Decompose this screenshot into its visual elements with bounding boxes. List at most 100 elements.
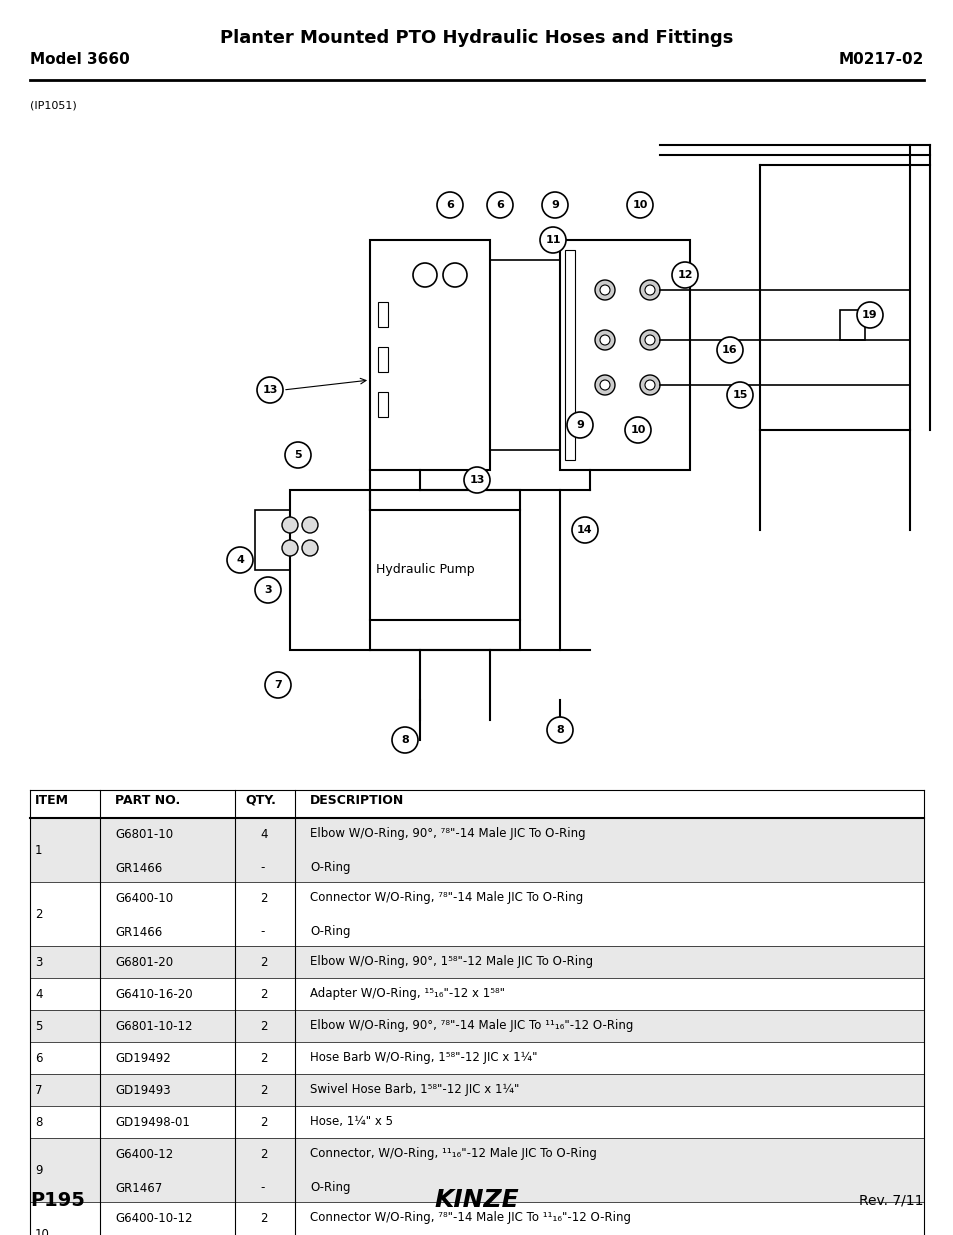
Circle shape — [486, 191, 513, 219]
Bar — [377, 391, 388, 417]
Text: Swivel Hose Barb, 1⁵⁸"-12 JIC x 1¼": Swivel Hose Barb, 1⁵⁸"-12 JIC x 1¼" — [310, 1083, 518, 1097]
Circle shape — [282, 517, 297, 534]
Text: -: - — [260, 862, 264, 874]
Text: G6400-10: G6400-10 — [115, 892, 172, 904]
Text: 2: 2 — [260, 1020, 267, 1032]
Bar — [370, 240, 490, 471]
Circle shape — [639, 375, 659, 395]
Circle shape — [254, 577, 281, 603]
Circle shape — [595, 280, 615, 300]
Circle shape — [599, 285, 609, 295]
Bar — [254, 510, 290, 571]
Circle shape — [302, 540, 317, 556]
Circle shape — [624, 417, 650, 443]
Text: 12: 12 — [677, 270, 692, 280]
Text: KINZE: KINZE — [435, 1188, 518, 1212]
Circle shape — [726, 382, 752, 408]
Text: Hose, 1¼" x 5: Hose, 1¼" x 5 — [310, 1115, 393, 1129]
Circle shape — [285, 442, 311, 468]
Text: G6400-12: G6400-12 — [115, 1147, 173, 1161]
Text: GD19492: GD19492 — [115, 1051, 171, 1065]
Bar — [840, 310, 864, 340]
Text: 2: 2 — [260, 1147, 267, 1161]
Circle shape — [265, 672, 291, 698]
Circle shape — [595, 375, 615, 395]
Text: 4: 4 — [35, 988, 43, 1000]
Text: O-Ring: O-Ring — [310, 862, 350, 874]
Text: Connector, W/O-Ring, ¹¹₁₆"-12 Male JIC To O-Ring: Connector, W/O-Ring, ¹¹₁₆"-12 Male JIC T… — [310, 1147, 597, 1161]
Text: 19: 19 — [862, 310, 877, 320]
Text: 6: 6 — [35, 1051, 43, 1065]
Text: 2: 2 — [260, 988, 267, 1000]
Circle shape — [572, 517, 598, 543]
Text: ITEM: ITEM — [35, 794, 69, 806]
Text: 1: 1 — [35, 844, 43, 857]
Circle shape — [717, 337, 742, 363]
Bar — [564, 249, 575, 459]
Circle shape — [302, 517, 317, 534]
Circle shape — [639, 330, 659, 350]
Text: GR1466: GR1466 — [115, 862, 162, 874]
Text: 4: 4 — [235, 555, 244, 564]
Circle shape — [639, 280, 659, 300]
Circle shape — [599, 380, 609, 390]
Text: 6: 6 — [446, 200, 454, 210]
Circle shape — [256, 377, 283, 403]
Text: O-Ring: O-Ring — [310, 1182, 350, 1194]
Text: 4: 4 — [260, 827, 267, 841]
Text: Planter Mounted PTO Hydraulic Hoses and Fittings: Planter Mounted PTO Hydraulic Hoses and … — [220, 28, 733, 47]
Bar — [30, 818, 923, 882]
Bar — [30, 946, 923, 978]
Text: 8: 8 — [556, 725, 563, 735]
Text: (IP1051): (IP1051) — [30, 100, 76, 110]
Text: GR1466: GR1466 — [115, 925, 162, 939]
Circle shape — [539, 227, 565, 253]
Circle shape — [436, 191, 462, 219]
Text: -: - — [260, 1182, 264, 1194]
Text: 2: 2 — [260, 892, 267, 904]
Text: 8: 8 — [400, 735, 409, 745]
Circle shape — [626, 191, 652, 219]
Bar — [30, 1137, 923, 1202]
Text: G6801-10: G6801-10 — [115, 827, 172, 841]
Text: GD19493: GD19493 — [115, 1083, 171, 1097]
Text: Elbow W/O-Ring, 90°, ⁷⁸"-14 Male JIC To ¹¹₁₆"-12 O-Ring: Elbow W/O-Ring, 90°, ⁷⁸"-14 Male JIC To … — [310, 1020, 633, 1032]
Text: 2: 2 — [35, 908, 43, 920]
Circle shape — [599, 335, 609, 345]
Text: 6: 6 — [496, 200, 503, 210]
Text: G6410-16-20: G6410-16-20 — [115, 988, 193, 1000]
Text: 2: 2 — [260, 1083, 267, 1097]
Bar — [377, 303, 388, 327]
Text: Connector W/O-Ring, ⁷⁸"-14 Male JIC To O-Ring: Connector W/O-Ring, ⁷⁸"-14 Male JIC To O… — [310, 892, 582, 904]
Circle shape — [227, 547, 253, 573]
Text: Elbow W/O-Ring, 90°, 1⁵⁸"-12 Male JIC To O-Ring: Elbow W/O-Ring, 90°, 1⁵⁸"-12 Male JIC To… — [310, 956, 593, 968]
Text: 9: 9 — [576, 420, 583, 430]
Bar — [30, 1010, 923, 1042]
Text: PART NO.: PART NO. — [115, 794, 180, 806]
Text: Connector W/O-Ring, ⁷⁸"-14 Male JIC To ¹¹₁₆"-12 O-Ring: Connector W/O-Ring, ⁷⁸"-14 Male JIC To ¹… — [310, 1212, 630, 1224]
Text: 7: 7 — [274, 680, 281, 690]
Text: M0217-02: M0217-02 — [838, 53, 923, 68]
Text: Hydraulic Pump: Hydraulic Pump — [375, 563, 474, 577]
Bar — [290, 490, 519, 650]
Circle shape — [282, 540, 297, 556]
Text: 2: 2 — [260, 1051, 267, 1065]
Bar — [377, 347, 388, 372]
Text: 10: 10 — [632, 200, 647, 210]
Text: 11: 11 — [545, 235, 560, 245]
Text: 3: 3 — [35, 956, 42, 968]
Text: -: - — [260, 925, 264, 939]
Text: 2: 2 — [260, 1212, 267, 1224]
Text: 10: 10 — [35, 1228, 50, 1235]
Circle shape — [644, 335, 655, 345]
Text: 5: 5 — [35, 1020, 42, 1032]
Circle shape — [644, 380, 655, 390]
Text: GR1467: GR1467 — [115, 1182, 162, 1194]
Circle shape — [856, 303, 882, 329]
Text: GD19498-01: GD19498-01 — [115, 1115, 190, 1129]
Text: 14: 14 — [577, 525, 592, 535]
Circle shape — [671, 262, 698, 288]
Circle shape — [463, 467, 490, 493]
Text: Hose Barb W/O-Ring, 1⁵⁸"-12 JIC x 1¼": Hose Barb W/O-Ring, 1⁵⁸"-12 JIC x 1¼" — [310, 1051, 537, 1065]
Text: P195: P195 — [30, 1191, 85, 1209]
